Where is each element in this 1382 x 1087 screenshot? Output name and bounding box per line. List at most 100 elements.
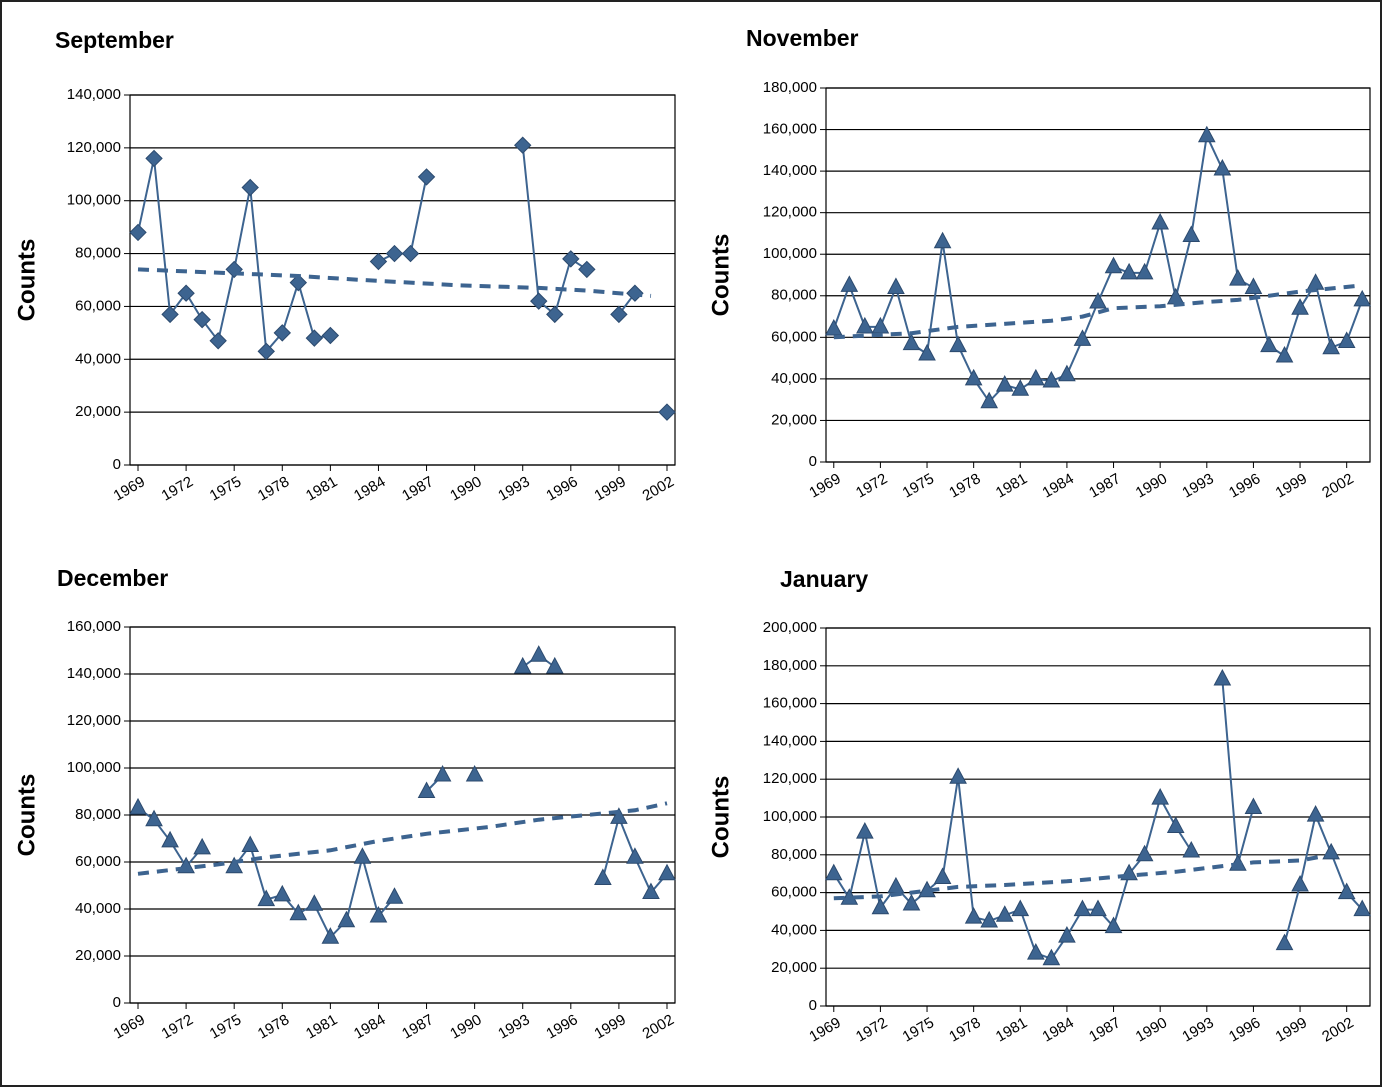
trend-line [137, 267, 652, 298]
data-marker [1104, 256, 1123, 274]
data-marker [305, 329, 324, 347]
y-tick-label: 0 [809, 453, 817, 470]
data-marker [995, 905, 1014, 922]
data-marker [824, 863, 843, 881]
data-marker [1120, 262, 1138, 280]
y-tick-label: 180,000 [763, 79, 817, 96]
y-tick-label: 140,000 [67, 665, 121, 682]
data-marker [949, 767, 967, 784]
data-marker [1197, 125, 1216, 143]
data-marker [995, 375, 1014, 392]
y-tick-label: 160,000 [763, 121, 817, 138]
data-marker [902, 893, 921, 911]
data-marker [562, 250, 580, 268]
y-tick-label: 140,000 [67, 86, 121, 103]
y-tick-label: 80,000 [771, 287, 817, 304]
y-axis-label: Counts [13, 774, 40, 857]
data-marker [610, 305, 628, 324]
data-marker [545, 656, 564, 674]
data-marker [465, 764, 484, 782]
data-marker [1291, 298, 1309, 315]
data-marker [1275, 933, 1294, 951]
data-marker [964, 368, 983, 386]
chart-title: January [780, 566, 868, 592]
data-marker [1213, 668, 1232, 686]
data-marker [949, 335, 967, 353]
data-marker [933, 867, 952, 884]
data-marker [856, 316, 874, 334]
trend-line [833, 283, 1363, 340]
y-tick-label: 80,000 [771, 846, 817, 863]
chart-title: November [746, 25, 859, 51]
data-marker [1322, 337, 1340, 355]
chart-title: December [57, 565, 168, 591]
y-tick-label: 180,000 [763, 657, 817, 674]
data-marker [1244, 277, 1263, 294]
data-marker [856, 822, 874, 839]
data-marker [1058, 364, 1076, 382]
y-tick-label: 40,000 [75, 900, 121, 917]
data-marker [417, 781, 436, 798]
data-marker [980, 391, 999, 409]
y-tick-label: 60,000 [771, 884, 817, 901]
data-marker [1306, 805, 1325, 822]
data-marker [193, 837, 211, 855]
y-axis-label: Counts [13, 239, 40, 322]
y-tick-label: 40,000 [771, 370, 817, 387]
data-marker [401, 244, 420, 263]
data-marker [1026, 368, 1045, 386]
y-tick-label: 200,000 [763, 619, 817, 636]
data-marker [321, 326, 340, 345]
data-marker [353, 847, 372, 864]
data-marker [433, 764, 452, 782]
y-tick-label: 100,000 [763, 245, 817, 262]
y-tick-label: 140,000 [763, 732, 817, 749]
data-marker [1182, 225, 1201, 243]
data-marker [594, 868, 612, 885]
data-marker [321, 927, 340, 944]
y-tick-label: 80,000 [75, 245, 121, 262]
data-marker [1026, 943, 1045, 960]
y-tick-label: 40,000 [771, 921, 817, 938]
y-tick-label: 100,000 [67, 759, 121, 776]
y-tick-label: 0 [809, 997, 817, 1014]
data-marker [933, 231, 952, 249]
data-marker [1089, 291, 1107, 309]
y-tick-label: 120,000 [67, 712, 121, 729]
y-tick-label: 140,000 [763, 162, 817, 179]
data-marker [887, 277, 905, 294]
y-tick-label: 20,000 [75, 403, 121, 420]
y-tick-label: 0 [113, 994, 121, 1011]
data-marker [1011, 899, 1030, 917]
data-marker [225, 856, 244, 874]
y-tick-label: 40,000 [75, 350, 121, 367]
data-marker [658, 403, 676, 421]
data-marker [1353, 289, 1372, 307]
data-marker [193, 310, 211, 329]
data-marker [129, 223, 147, 242]
data-marker [241, 835, 260, 853]
data-marker [514, 136, 532, 154]
y-tick-label: 60,000 [75, 853, 121, 870]
data-marker [1042, 948, 1061, 966]
data-marker [145, 149, 163, 168]
data-marker [658, 863, 676, 881]
data-marker [177, 284, 195, 302]
y-tick-label: 100,000 [763, 808, 817, 825]
data-marker [1337, 331, 1356, 348]
data-marker [369, 905, 388, 923]
data-marker [902, 333, 921, 351]
data-marker [1260, 335, 1278, 353]
data-marker [209, 332, 227, 350]
data-marker [610, 807, 628, 824]
data-marker [1353, 899, 1372, 917]
data-marker [273, 324, 291, 342]
data-marker [1073, 899, 1092, 917]
y-tick-label: 80,000 [75, 806, 121, 823]
y-tick-label: 0 [113, 456, 121, 473]
data-marker [257, 342, 275, 361]
data-marker [871, 897, 890, 915]
plot-area [825, 87, 1371, 463]
y-tick-label: 120,000 [67, 139, 121, 156]
